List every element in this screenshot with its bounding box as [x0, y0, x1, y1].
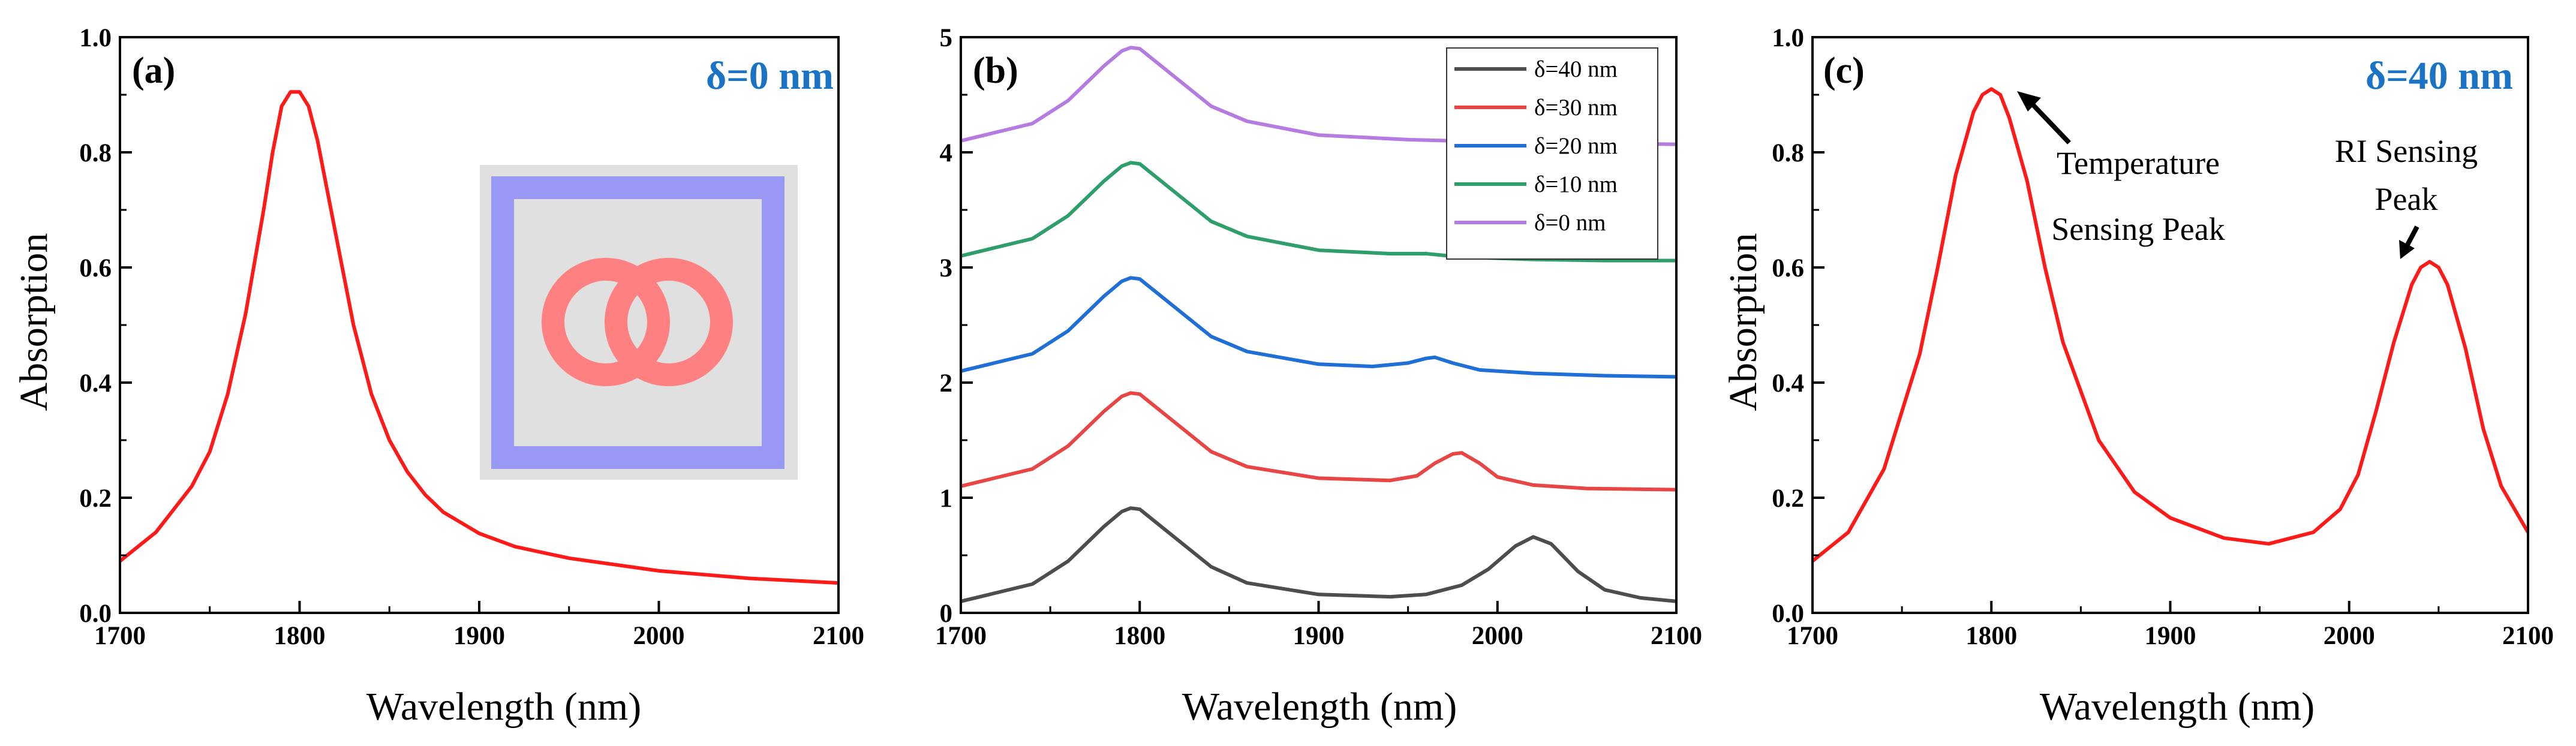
y-tick-label: 0.0: [1772, 600, 1804, 628]
inset-background: [480, 165, 798, 480]
series-40-nm-line: [1811, 87, 2530, 562]
legend-label: δ=10 nm: [1534, 172, 1618, 197]
panel-c: 1700 1800 1900 2000 2100 0.0 0.2 0.4 0.6 0.8 1.0 (…: [1721, 24, 2554, 729]
legend-item: δ=40 nm: [1454, 56, 1618, 82]
y-tick-label: 1.0: [1772, 24, 1804, 52]
arrow-shaft: [2404, 225, 2419, 248]
plot-frame: [1811, 36, 2529, 614]
legend-item: δ=0 nm: [1454, 210, 1606, 236]
x-tick-label: 2000: [2323, 622, 2375, 650]
legend-item: δ=10 nm: [1454, 172, 1618, 197]
y-tick-label: 1: [940, 485, 953, 513]
panel-label: (c): [1823, 50, 1865, 91]
inset-schematic: [480, 165, 798, 480]
y-axis-title: Absorption: [12, 233, 56, 411]
annotation-ri: RI Sensing Peak: [2335, 133, 2478, 259]
delta-annotation: δ=40 nm: [2365, 54, 2513, 98]
x-tick-label: 1900: [1293, 622, 1345, 650]
y-axis-title: Absorption: [1721, 233, 1765, 411]
inset-right-ring: [605, 258, 733, 386]
legend-label: δ=20 nm: [1534, 133, 1618, 159]
annotation-line-2: Sensing Peak: [2051, 211, 2225, 247]
y-tick-label: 2: [940, 369, 953, 398]
inset-square-ring: [491, 176, 784, 469]
legend-item: δ=20 nm: [1454, 133, 1618, 159]
y-tick-label: 0.6: [1772, 254, 1804, 282]
y-tick-label: 0.2: [1772, 485, 1804, 513]
inset-left-ring: [542, 258, 670, 386]
annotation-temperature: Temperature Sensing Peak: [2017, 91, 2225, 247]
y-tick-label: 0: [940, 600, 953, 628]
y-tick-label: 0.2: [79, 485, 112, 513]
arrow-head: [2399, 240, 2415, 259]
arrow-shaft: [2028, 100, 2071, 145]
x-axis-title: Wavelength (nm): [1182, 685, 1457, 729]
x-tick-label: 1800: [274, 622, 326, 650]
x-tick-label: 2000: [1472, 622, 1523, 650]
series-20-nm-line: [960, 276, 1677, 379]
legend-label: δ=40 nm: [1534, 56, 1618, 82]
series-30-nm-line: [960, 391, 1677, 492]
y-tick-label: 0.0: [79, 600, 112, 628]
y-tick-label: 0.4: [1772, 369, 1804, 398]
legend-label: δ=30 nm: [1534, 95, 1618, 121]
annotation-line-2: Peak: [2375, 181, 2438, 217]
x-tick-label: 2000: [633, 622, 685, 650]
delta-annotation: δ=0 nm: [706, 54, 834, 98]
y-tick-label: 0.8: [1772, 139, 1804, 167]
y-tick-label: 0.4: [79, 369, 112, 398]
x-tick-label: 1800: [1114, 622, 1165, 650]
panel-a: 1700 1800 1900 2000 2100 0.0 0.2 0.4 0.6 0.8 1.0 (…: [12, 24, 864, 729]
x-tick-label: 1700: [935, 622, 987, 650]
panel-label: (a): [132, 50, 175, 91]
legend-item: δ=30 nm: [1454, 95, 1618, 121]
panel-b: 1700 1800 1900 2000 2100 0 1 2 3 4 5 δ=40 nm δ=30 n…: [935, 24, 1702, 729]
x-tick-label: 1900: [453, 622, 505, 650]
legend-label: δ=0 nm: [1534, 210, 1606, 236]
x-axis-title: Wavelength (nm): [366, 685, 641, 729]
panel-label: (b): [973, 50, 1018, 91]
series-0-nm-line: [119, 90, 839, 585]
x-tick-label: 2100: [2502, 622, 2554, 650]
x-tick-label: 1700: [94, 622, 146, 650]
y-tick-label: 1.0: [79, 24, 112, 52]
x-tick-label: 1700: [1787, 622, 1838, 650]
y-tick-label: 0.6: [79, 254, 112, 282]
y-tick-label: 5: [940, 24, 953, 52]
y-tick-label: 0.8: [79, 139, 112, 167]
arrow-head: [2017, 91, 2041, 112]
x-tick-label: 1900: [2145, 622, 2196, 650]
x-tick-label: 2100: [1651, 622, 1702, 650]
x-tick-label: 1800: [1965, 622, 2017, 650]
x-axis-title: Wavelength (nm): [2040, 685, 2315, 729]
y-tick-label: 3: [940, 254, 953, 282]
x-tick-label: 2100: [813, 622, 864, 650]
annotation-line-1: Temperature: [2057, 145, 2220, 181]
annotation-line-1: RI Sensing: [2335, 133, 2478, 169]
y-tick-label: 4: [940, 139, 953, 167]
series-40-nm-line: [960, 506, 1677, 603]
legend: δ=40 nm δ=30 nm δ=20 nm δ=10 nm δ=0 nm: [1446, 47, 1658, 260]
